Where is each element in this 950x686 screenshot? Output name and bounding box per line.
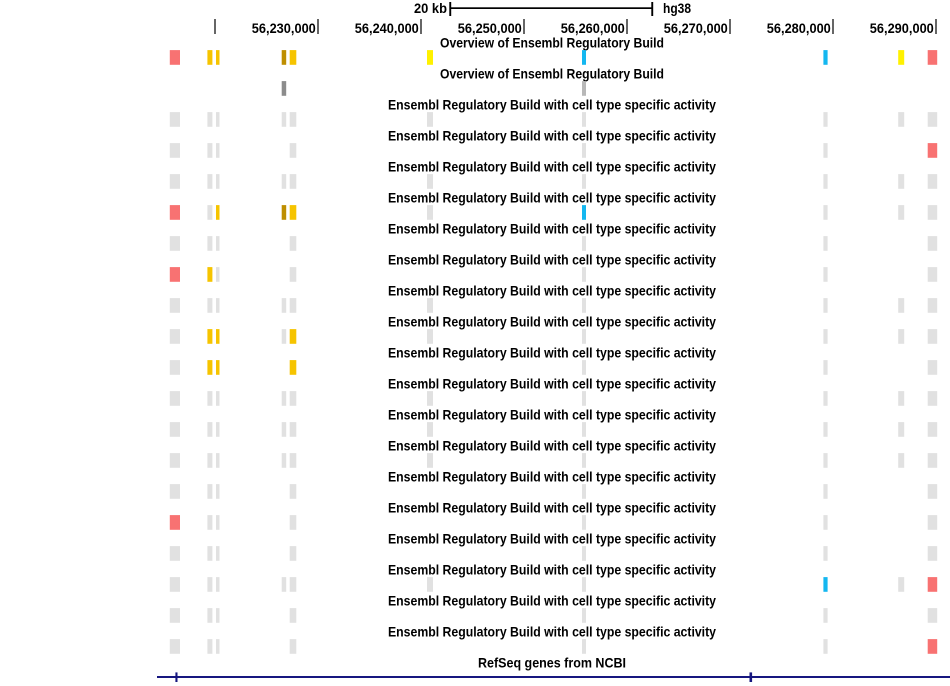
svg-text:20 kb: 20 kb: [414, 0, 447, 16]
svg-text:56,270,000: 56,270,000: [664, 20, 728, 36]
svg-text:Ensembl Regulatory Build with: Ensembl Regulatory Build with cell type …: [388, 500, 716, 516]
svg-text:Ensembl Regulatory Build with: Ensembl Regulatory Build with cell type …: [388, 562, 716, 578]
svg-text:Ensembl Regulatory Build with: Ensembl Regulatory Build with cell type …: [388, 624, 716, 640]
svg-text:56,280,000: 56,280,000: [767, 20, 831, 36]
svg-text:Ensembl Regulatory Build with: Ensembl Regulatory Build with cell type …: [388, 97, 716, 113]
svg-text:Ensembl Regulatory Build with: Ensembl Regulatory Build with cell type …: [388, 438, 716, 454]
svg-text:Overview of Ensembl Regulatory: Overview of Ensembl Regulatory Build: [440, 66, 664, 82]
svg-text:Ensembl Regulatory Build with: Ensembl Regulatory Build with cell type …: [388, 221, 716, 237]
svg-text:Ensembl Regulatory Build with: Ensembl Regulatory Build with cell type …: [388, 159, 716, 175]
svg-text:Ensembl Regulatory Build with: Ensembl Regulatory Build with cell type …: [388, 469, 716, 485]
svg-text:56,260,000: 56,260,000: [561, 20, 625, 36]
svg-text:Ensembl Regulatory Build with: Ensembl Regulatory Build with cell type …: [388, 376, 716, 392]
svg-text:Ensembl Regulatory Build with: Ensembl Regulatory Build with cell type …: [388, 283, 716, 299]
svg-text:Ensembl Regulatory Build with: Ensembl Regulatory Build with cell type …: [388, 314, 716, 330]
svg-text:56,230,000: 56,230,000: [252, 20, 316, 36]
svg-text:hg38: hg38: [663, 0, 691, 16]
svg-text:Ensembl Regulatory Build with: Ensembl Regulatory Build with cell type …: [388, 190, 716, 206]
svg-text:Ensembl Regulatory Build with: Ensembl Regulatory Build with cell type …: [388, 252, 716, 268]
svg-text:Ensembl Regulatory Build with: Ensembl Regulatory Build with cell type …: [388, 345, 716, 361]
svg-text:56,240,000: 56,240,000: [355, 20, 419, 36]
svg-text:56,250,000: 56,250,000: [458, 20, 522, 36]
svg-text:56,290,000: 56,290,000: [870, 20, 934, 36]
svg-text:Ensembl Regulatory Build with: Ensembl Regulatory Build with cell type …: [388, 128, 716, 144]
svg-text:Ensembl Regulatory Build with: Ensembl Regulatory Build with cell type …: [388, 407, 716, 423]
svg-text:Ensembl Regulatory Build with: Ensembl Regulatory Build with cell type …: [388, 593, 716, 609]
svg-text:Overview of Ensembl Regulatory: Overview of Ensembl Regulatory Build: [440, 35, 664, 51]
svg-text:Ensembl Regulatory Build with: Ensembl Regulatory Build with cell type …: [388, 531, 716, 547]
svg-text:RefSeq genes from NCBI: RefSeq genes from NCBI: [478, 655, 626, 671]
